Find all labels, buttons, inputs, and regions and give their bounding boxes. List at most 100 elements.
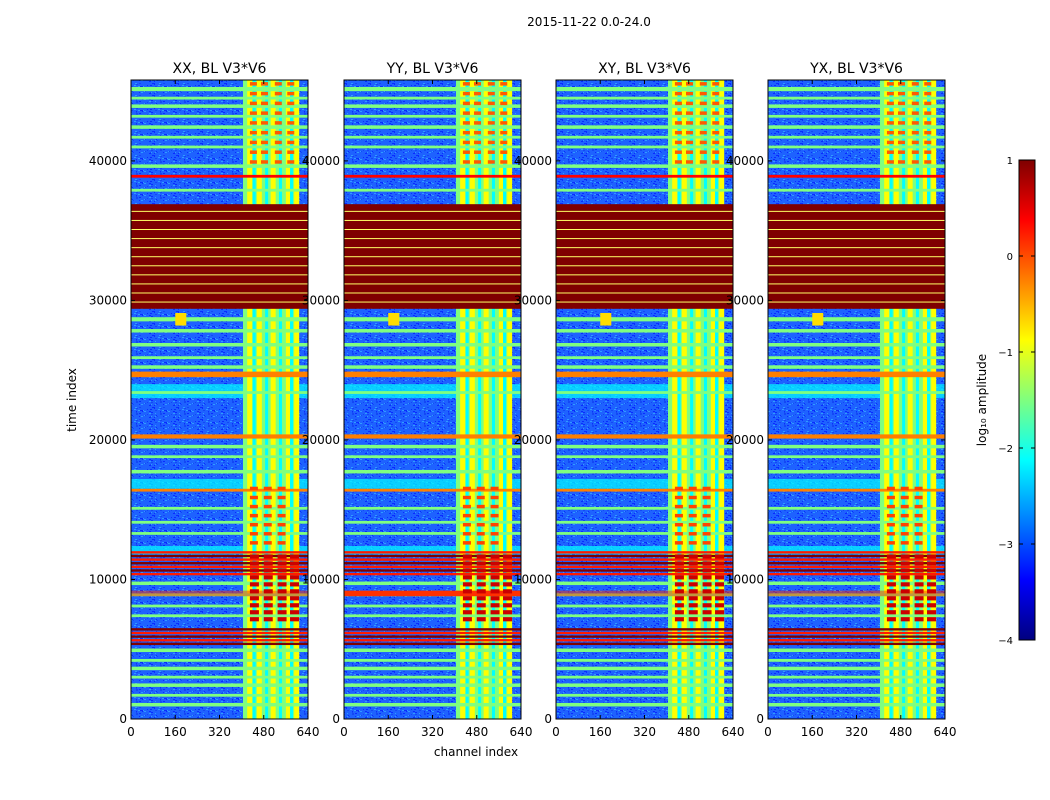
rfi-cell <box>462 495 471 500</box>
colorbar-tick-label: −2 <box>998 444 1013 455</box>
rfi-cell <box>476 522 485 527</box>
rfi-cell <box>674 554 684 559</box>
rfi-cell <box>476 504 485 509</box>
rfi-cell <box>900 513 909 518</box>
time-row <box>556 104 733 108</box>
colorbar-tick-label: −1 <box>998 348 1013 359</box>
x-tick-label: 480 <box>677 725 700 739</box>
rfi-cell <box>911 160 919 164</box>
time-row <box>344 125 521 129</box>
time-row <box>556 614 733 618</box>
time-row <box>131 145 308 149</box>
rfi-cell <box>277 582 287 587</box>
rfi-cell <box>886 91 894 96</box>
rfi-cell <box>249 513 258 518</box>
saturated-line <box>344 229 521 231</box>
rfi-cell <box>500 130 508 135</box>
rfi-band <box>344 551 521 554</box>
rfi-band <box>556 639 733 642</box>
rfi-cell <box>674 160 682 164</box>
rfi-cell <box>462 522 471 527</box>
time-row <box>768 702 945 707</box>
rfi-cell <box>473 82 481 86</box>
rfi-cell <box>886 575 896 580</box>
y-tick-label: 20000 <box>89 433 127 447</box>
rfi-cell <box>897 140 905 145</box>
dip-feature <box>812 312 824 326</box>
time-row <box>556 86 733 92</box>
rfi-cell <box>685 160 693 164</box>
rfi-cell <box>886 121 894 125</box>
rfi-band <box>344 642 521 646</box>
saturated-line <box>131 247 308 249</box>
rfi-cell <box>702 561 712 566</box>
saturated-line <box>556 292 733 294</box>
rfi-cell <box>462 486 471 491</box>
saturated-line <box>556 283 733 285</box>
rfi-cell <box>674 589 684 594</box>
saturated-line <box>344 283 521 285</box>
saturated-line <box>344 247 521 249</box>
dip-feature <box>600 312 612 326</box>
rfi-cell <box>688 589 698 594</box>
rfi-cell <box>927 603 937 608</box>
channel-gap <box>465 80 469 719</box>
time-row <box>344 520 521 524</box>
rfi-cell <box>886 596 896 601</box>
x-tick-label: 640 <box>722 725 745 739</box>
y-tick-label: 40000 <box>302 154 340 168</box>
rfi-cell <box>249 111 257 115</box>
rfi-cell <box>715 589 725 594</box>
time-row <box>131 520 308 524</box>
y-tick-label: 0 <box>756 712 764 726</box>
time-row <box>344 135 521 139</box>
rfi-band <box>344 572 521 576</box>
rfi-cell <box>688 495 697 500</box>
time-row <box>556 675 733 679</box>
rfi-cell <box>476 610 486 615</box>
rfi-cell <box>274 101 282 106</box>
heatmap-band <box>768 479 945 489</box>
panels: XX, BL V3*V6 0 160 320 480 640 0 10000 20000 3000… <box>65 61 956 759</box>
heatmap-band <box>556 479 733 489</box>
rfi-cell <box>277 568 287 573</box>
rfi-cell <box>715 575 725 580</box>
rfi-cell <box>712 140 720 145</box>
y-tick-label: 30000 <box>302 293 340 307</box>
saturated-line <box>768 229 945 231</box>
rfi-cell <box>688 575 698 580</box>
rfi-cell <box>462 582 472 587</box>
rfi-cell <box>674 596 684 601</box>
rfi-cell <box>685 111 693 115</box>
rfi-cell <box>287 91 295 96</box>
y-tick-label: 40000 <box>726 154 764 168</box>
rfi-cell <box>249 121 257 125</box>
rfi-cell <box>277 575 287 580</box>
time-row <box>556 444 733 449</box>
rfi-cell <box>476 532 485 536</box>
rfi-cell <box>911 91 919 96</box>
rfi-cell <box>487 130 495 135</box>
rfi-band <box>344 628 521 631</box>
rfi-cell <box>487 150 495 154</box>
channel-stripe <box>893 80 899 719</box>
rfi-cell <box>462 91 470 96</box>
panel-3: XY, BL V3*V6 0 160 320 480 640 0 10000 20000 3000… <box>514 61 745 739</box>
time-row <box>131 675 308 679</box>
channel-stripe <box>681 80 687 719</box>
rfi-cell <box>274 121 282 125</box>
rfi-cell <box>674 568 684 573</box>
time-row <box>556 532 733 535</box>
saturated-line <box>344 292 521 294</box>
time-row <box>556 666 733 671</box>
saturated-line <box>344 219 521 221</box>
saturated-line <box>556 301 733 303</box>
rfi-cell <box>249 541 258 545</box>
x-tick-label: 0 <box>127 725 135 739</box>
channel-stripe <box>672 80 678 719</box>
rfi-cell <box>263 495 272 500</box>
saturated-line <box>768 219 945 221</box>
panel-1: XX, BL V3*V6 0 160 320 480 640 0 10000 20000 3000… <box>65 61 319 739</box>
dip-feature <box>388 312 400 326</box>
rfi-cell <box>476 589 486 594</box>
